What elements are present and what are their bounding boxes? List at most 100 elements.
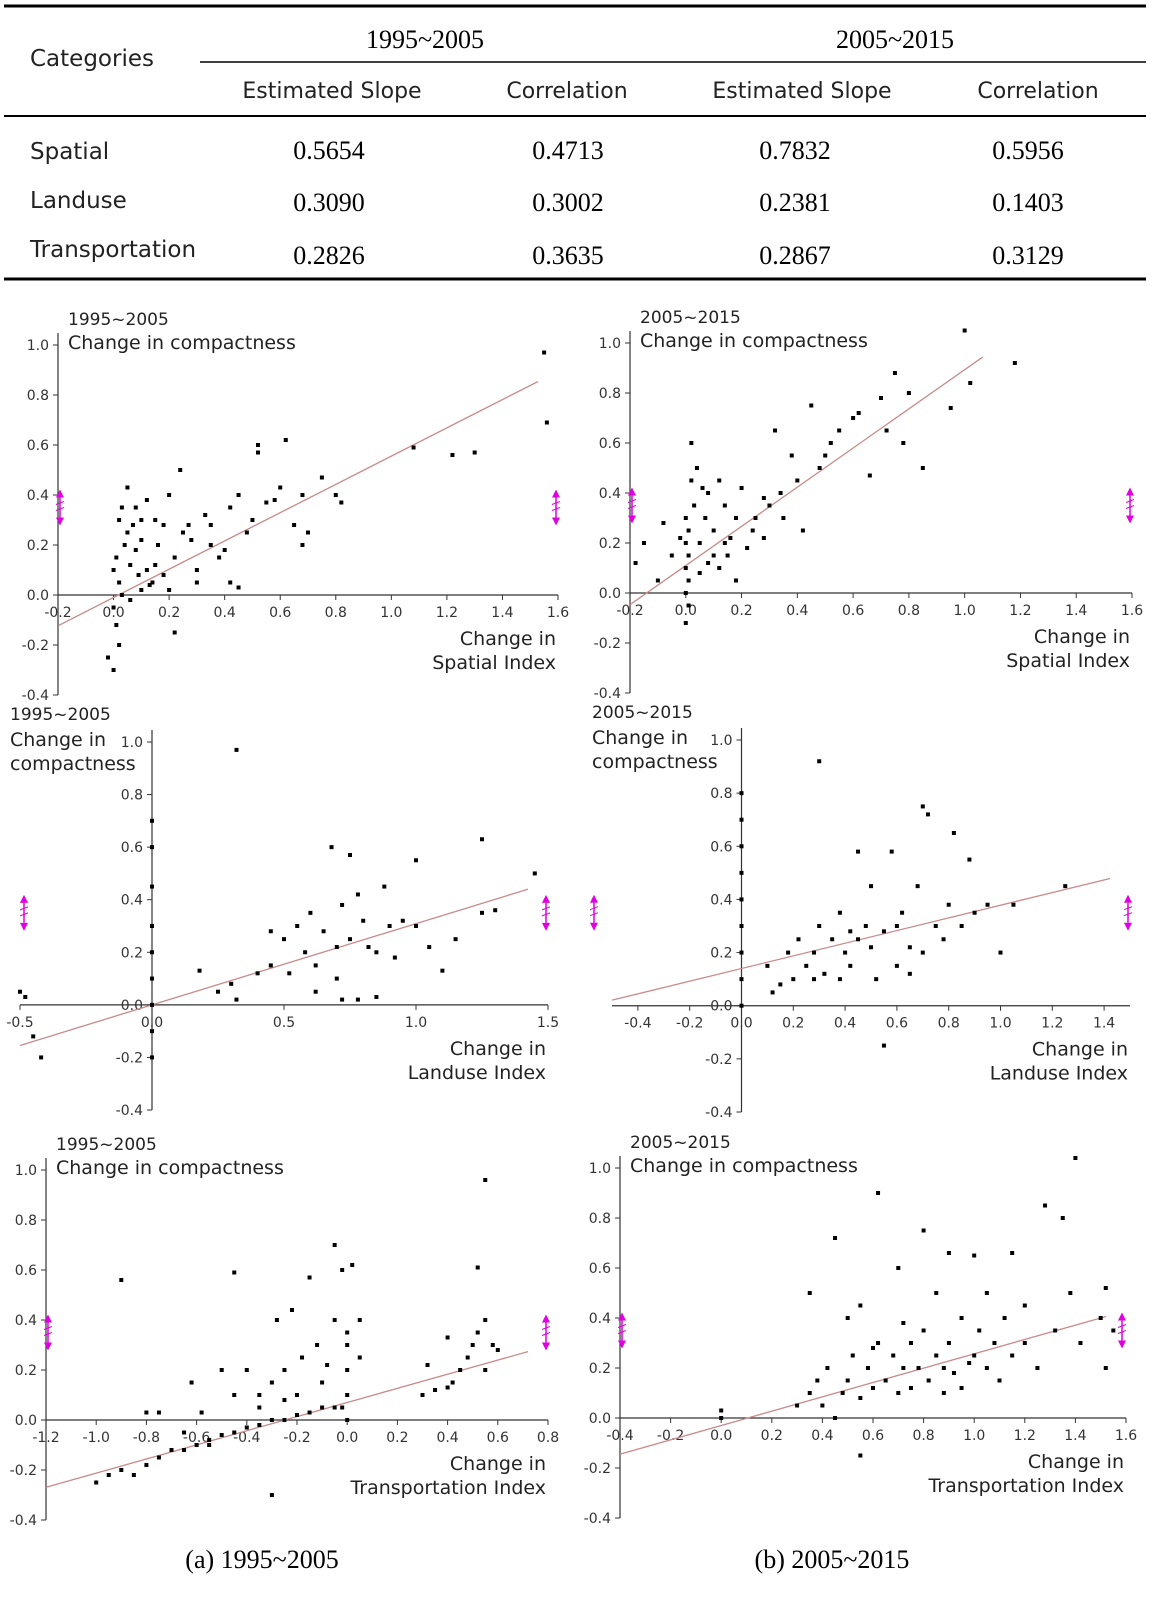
data-point xyxy=(951,831,956,835)
cell-transport-slope-2: 0.2867 xyxy=(759,241,831,270)
data-point xyxy=(257,1393,262,1397)
data-point xyxy=(871,1346,875,1350)
data-point xyxy=(361,918,366,923)
chart-ylabel: Change in compactness xyxy=(630,1155,858,1177)
data-point xyxy=(332,1318,337,1322)
y-tick-label: -0.4 xyxy=(22,688,49,704)
data-point xyxy=(856,849,861,854)
x-tick-label: 1.0 xyxy=(405,1015,427,1031)
data-point xyxy=(111,605,116,610)
data-point xyxy=(951,1371,956,1375)
cell-spatial-slope-2: 0.7832 xyxy=(759,136,831,165)
data-point xyxy=(1068,1291,1073,1295)
data-point xyxy=(207,1443,212,1447)
chart-xlabel-line2: Spatial Index xyxy=(432,652,556,674)
data-point xyxy=(884,428,889,433)
x-tick-label: -0.2 xyxy=(44,605,71,621)
data-point xyxy=(683,516,688,520)
data-point xyxy=(843,950,848,955)
chart-xlabel-line1: Change in xyxy=(450,1453,546,1475)
cell-transport-corr-1: 0.3635 xyxy=(532,241,604,270)
data-point xyxy=(822,971,827,976)
y-tick-label: 1.0 xyxy=(599,336,621,352)
header-corr-2: Correlation xyxy=(977,79,1098,104)
data-point xyxy=(669,553,674,558)
data-point xyxy=(244,1368,249,1372)
data-point xyxy=(300,493,305,497)
data-point xyxy=(733,516,738,520)
data-point xyxy=(848,963,853,968)
data-point xyxy=(357,1355,362,1360)
data-point xyxy=(414,924,418,928)
data-point xyxy=(661,521,666,525)
header-period-1995-2005: 1995~2005 xyxy=(366,25,484,54)
data-point xyxy=(433,1388,438,1392)
x-tick-label: 1.0 xyxy=(380,605,402,621)
data-point xyxy=(815,1378,820,1383)
data-point xyxy=(150,1055,154,1060)
y-tick-label: 1.0 xyxy=(589,1161,611,1177)
data-point xyxy=(219,1433,224,1437)
data-point xyxy=(892,371,897,375)
data-point xyxy=(153,563,158,567)
data-point xyxy=(686,603,691,608)
y-tick-label: -0.4 xyxy=(705,1105,732,1121)
data-point xyxy=(357,1318,362,1322)
data-point xyxy=(879,396,883,400)
x-tick-label: 1.2 xyxy=(1014,1428,1036,1444)
resize-handle-icon xyxy=(541,894,551,931)
regression-line xyxy=(619,1315,1107,1455)
header-slope-2: Estimated Slope xyxy=(712,79,891,104)
data-point xyxy=(773,428,778,433)
y-tick-label: 0.0 xyxy=(15,1413,37,1429)
y-tick-label: 0.8 xyxy=(27,388,49,404)
data-point xyxy=(182,1430,187,1435)
data-point xyxy=(303,950,308,955)
data-point xyxy=(544,420,549,425)
x-tick-label: 0.4 xyxy=(436,1430,458,1446)
data-point xyxy=(689,441,694,445)
data-point xyxy=(150,976,154,981)
data-point xyxy=(194,1443,199,1447)
data-point xyxy=(1035,1366,1040,1370)
data-point xyxy=(414,858,418,863)
data-point xyxy=(998,950,1003,955)
data-point xyxy=(232,1270,237,1275)
data-point xyxy=(733,578,738,583)
x-tick-label: 0.6 xyxy=(487,1430,509,1446)
data-point xyxy=(683,541,688,545)
data-point xyxy=(845,1316,850,1320)
x-tick-label: 0.4 xyxy=(834,1016,856,1032)
data-point xyxy=(282,1368,287,1372)
data-point xyxy=(906,391,911,395)
x-tick-label: 1.0 xyxy=(989,1016,1011,1032)
data-point xyxy=(445,1385,450,1390)
data-point xyxy=(348,853,352,858)
data-point xyxy=(392,955,397,960)
data-point xyxy=(840,1391,845,1395)
x-tick-label: 0.5 xyxy=(273,1015,295,1031)
data-point xyxy=(153,518,158,522)
data-point xyxy=(703,516,708,520)
data-point xyxy=(770,990,775,995)
x-tick-label: 1.0 xyxy=(963,1428,985,1444)
data-point xyxy=(217,555,222,560)
y-tick-label: 0.0 xyxy=(589,1411,611,1427)
data-point xyxy=(272,498,277,502)
data-point xyxy=(739,950,744,955)
data-point xyxy=(789,453,794,458)
data-point xyxy=(692,503,697,508)
data-point xyxy=(122,543,127,547)
data-point xyxy=(282,937,286,942)
data-point xyxy=(144,1463,149,1467)
x-tick-label: 0.2 xyxy=(761,1428,783,1444)
data-point xyxy=(967,857,972,862)
data-point xyxy=(18,989,22,994)
chart-xlabel-line1: Change in xyxy=(1032,1039,1128,1061)
data-point xyxy=(345,1418,350,1422)
data-point xyxy=(321,929,326,934)
data-point xyxy=(300,1355,305,1360)
data-point xyxy=(858,1396,863,1400)
data-point xyxy=(139,518,144,522)
cell-landuse-slope-2: 0.2381 xyxy=(759,188,831,217)
